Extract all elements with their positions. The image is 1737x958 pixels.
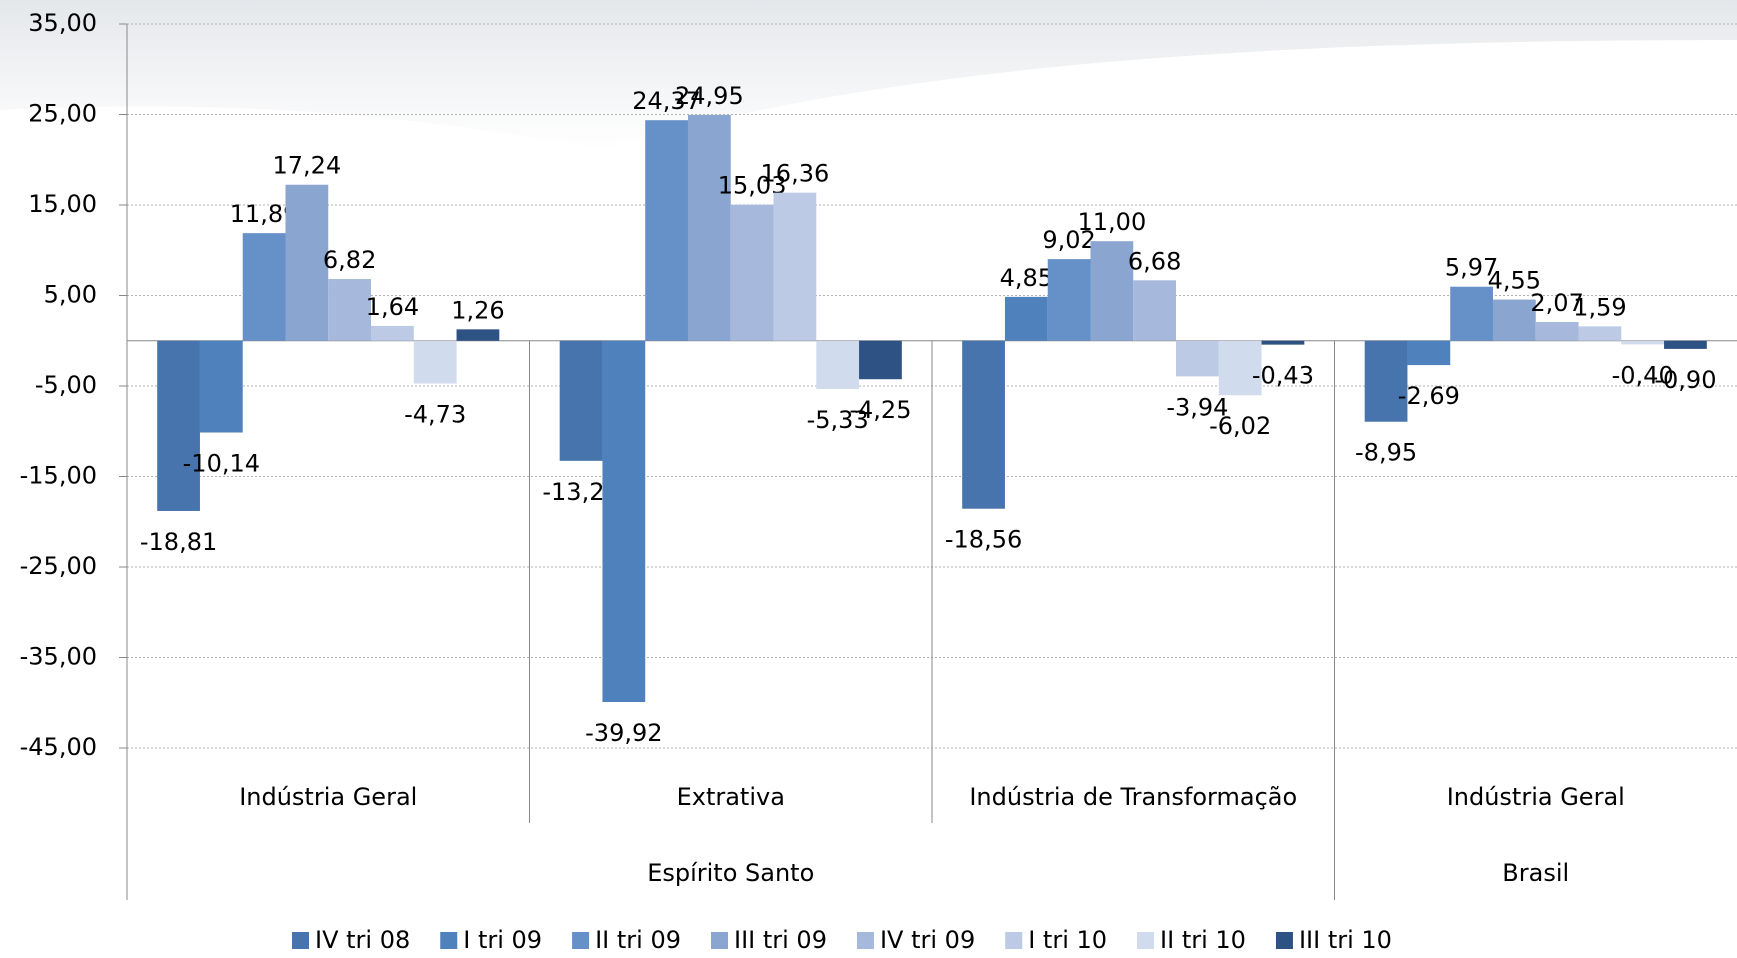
y-tick-label: 15,00 — [28, 190, 97, 218]
bar — [1047, 259, 1091, 341]
value-label: -2,69 — [1398, 382, 1460, 410]
bar — [242, 233, 286, 341]
bar — [1364, 340, 1408, 422]
bar — [602, 340, 646, 703]
x-tick-label: Indústria de Transformação — [969, 783, 1297, 811]
value-label: -39,92 — [585, 719, 662, 747]
value-label: 4,55 — [1488, 267, 1541, 295]
bar — [1621, 340, 1665, 345]
legend-swatch — [1275, 932, 1293, 949]
group-label: Espírito Santo — [647, 859, 814, 887]
bar — [816, 340, 860, 389]
bar — [1578, 326, 1622, 341]
y-tick-label: -5,00 — [35, 371, 97, 399]
legend-swatch — [292, 932, 309, 949]
value-label: 6,82 — [323, 246, 376, 274]
legend-label: IV tri 09 — [880, 926, 975, 954]
bar — [962, 340, 1005, 509]
bar — [1664, 340, 1707, 349]
value-label: -10,14 — [183, 450, 260, 478]
bar — [773, 192, 817, 341]
value-label: 5,97 — [1445, 254, 1498, 282]
value-label: 16,36 — [761, 160, 830, 188]
bar — [1535, 322, 1579, 341]
legend-swatch — [710, 932, 728, 949]
bar — [1133, 280, 1177, 341]
value-label: -3,94 — [1166, 393, 1228, 421]
x-tick-label: Extrativa — [677, 783, 785, 811]
legend-label: II tri 10 — [1160, 926, 1246, 954]
value-label: -4,25 — [849, 396, 911, 424]
value-label: 1,26 — [451, 296, 504, 324]
y-tick-label: -25,00 — [20, 552, 97, 580]
value-label: 17,24 — [273, 152, 342, 180]
value-label: -4,73 — [404, 401, 466, 429]
bar — [157, 340, 200, 511]
y-tick-label: -45,00 — [20, 733, 97, 761]
value-label: 2,07 — [1530, 289, 1583, 317]
y-tick-label: -35,00 — [20, 643, 97, 671]
legend-swatch — [440, 932, 458, 949]
value-label: -8,95 — [1355, 439, 1417, 467]
value-label: -0,90 — [1654, 366, 1716, 394]
value-label: -6,02 — [1209, 412, 1271, 440]
bar — [285, 184, 329, 341]
bar — [371, 325, 414, 341]
bar — [859, 340, 902, 380]
y-tick-label: 5,00 — [44, 281, 97, 309]
value-label: 24,37 — [632, 87, 701, 115]
value-label: 9,02 — [1042, 226, 1095, 254]
bar — [1218, 340, 1262, 396]
legend-label: III tri 09 — [734, 926, 827, 954]
x-tick-label: Indústria Geral — [1447, 783, 1625, 811]
value-label: -18,56 — [945, 526, 1022, 554]
y-tick-label: -15,00 — [20, 462, 97, 490]
bar — [1492, 299, 1536, 341]
y-tick-label: 25,00 — [28, 100, 97, 128]
x-tick-label: Indústria Geral — [239, 783, 417, 811]
bar — [645, 120, 688, 341]
bar — [1407, 340, 1451, 366]
group-label: Brasil — [1502, 859, 1569, 887]
value-label: 1,59 — [1573, 293, 1626, 321]
bar — [199, 340, 243, 433]
value-label: 24,95 — [675, 82, 744, 110]
value-label: -0,40 — [1612, 361, 1674, 389]
legend-swatch — [856, 932, 874, 949]
bar — [1261, 340, 1305, 345]
bar — [413, 340, 457, 384]
background-swoosh — [0, 0, 1737, 150]
bar — [1090, 241, 1134, 341]
value-label: 1,64 — [366, 293, 419, 321]
bar — [687, 114, 731, 341]
legend-swatch — [572, 932, 590, 949]
legend-swatch — [1137, 932, 1155, 949]
legend-label: I tri 10 — [1028, 926, 1107, 954]
value-label: 11,00 — [1078, 208, 1147, 236]
bar — [456, 329, 500, 341]
value-label: 4,85 — [1000, 264, 1053, 292]
value-label: -18,81 — [140, 528, 217, 556]
bar — [1450, 286, 1493, 341]
legend-swatch — [1005, 932, 1023, 949]
legend-label: III tri 10 — [1299, 926, 1392, 954]
bar — [1004, 296, 1048, 341]
legend-label: II tri 09 — [595, 926, 681, 954]
bar — [559, 340, 603, 461]
value-label: -5,33 — [807, 406, 869, 434]
bar — [1176, 340, 1219, 377]
y-tick-label: 35,00 — [28, 9, 97, 37]
bar — [328, 279, 372, 341]
legend-label: IV tri 08 — [315, 926, 410, 954]
value-label: -0,43 — [1252, 362, 1314, 390]
legend-label: I tri 09 — [463, 926, 542, 954]
value-label: 6,68 — [1128, 247, 1181, 275]
bar — [730, 204, 774, 341]
